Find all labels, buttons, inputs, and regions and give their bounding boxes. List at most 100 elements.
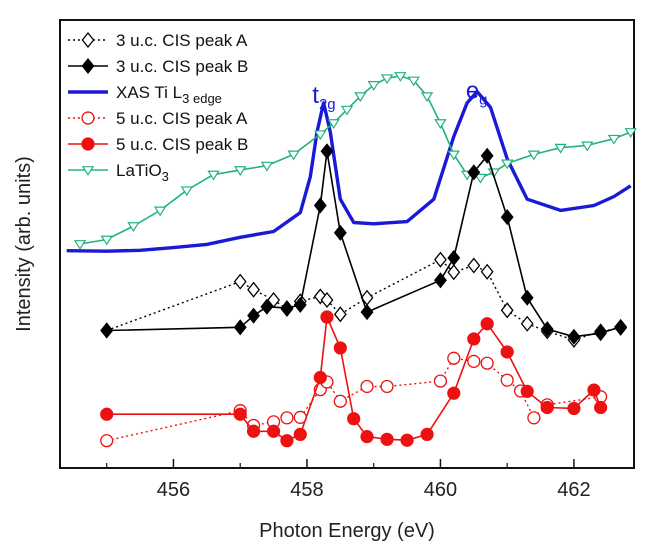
data-point-3-uc-peak-a — [500, 302, 514, 319]
data-point-5-uc-peak-b — [520, 384, 534, 398]
data-point-5-uc-peak-a — [100, 434, 114, 448]
x-tick-label-462: 462 — [557, 479, 590, 501]
legend-item-latio3: LaTiO3 — [68, 161, 169, 184]
data-point-latio3 — [127, 222, 140, 233]
data-point-3-uc-peak-b — [567, 328, 581, 345]
data-point-5-uc-peak-a — [500, 373, 514, 387]
data-point-3-uc-peak-b — [320, 143, 334, 160]
data-point-3-uc-peak-a — [520, 315, 534, 332]
data-point-5-uc-peak-b — [333, 341, 347, 355]
data-point-latio3 — [434, 119, 447, 129]
data-point-5-uc-peak-b — [500, 345, 514, 359]
x-tick-label-456: 456 — [157, 479, 190, 501]
data-point-3-uc-peak-b — [280, 300, 294, 317]
series-latio3 — [73, 72, 637, 250]
data-point-3-uc-peak-b — [447, 249, 461, 266]
legend-label-latio3: LaTiO3 — [116, 161, 169, 184]
data-point-5-uc-peak-a — [360, 379, 374, 394]
data-point-latio3 — [487, 168, 501, 179]
data-point-latio3 — [260, 161, 274, 172]
data-point-latio3 — [73, 240, 87, 250]
data-point-5-uc-peak-b — [540, 400, 554, 415]
series-5-uc-peak-b — [100, 310, 608, 448]
data-point-3-uc-peak-b — [100, 322, 114, 339]
data-point-5-uc-peak-b — [293, 427, 307, 441]
plot-frame — [59, 19, 635, 469]
data-point-3-uc-peak-b — [233, 319, 247, 336]
data-point-latio3 — [234, 166, 247, 177]
legend-label-5-uc-peak-b: 5 u.c. CIS peak B — [116, 135, 248, 154]
legend-swatch-marker — [81, 137, 95, 151]
data-point-3-uc-peak-a — [447, 264, 461, 281]
legend-swatch-marker — [81, 31, 95, 49]
data-point-3-uc-peak-a — [434, 251, 447, 268]
legend-swatch-marker — [81, 57, 95, 75]
series-line-5-uc-peak-a — [106, 357, 601, 442]
data-point-5-uc-peak-b — [594, 400, 608, 415]
t2g-annotation: t2g — [312, 82, 335, 113]
legend-item-5-uc-peak-a: 5 u.c. CIS peak A — [68, 109, 248, 128]
data-point-3-uc-peak-b — [313, 197, 327, 214]
legend-item-3-uc-peak-b: 3 u.c. CIS peak B — [68, 57, 248, 76]
data-point-5-uc-peak-b — [320, 310, 334, 324]
data-point-5-uc-peak-b — [380, 432, 394, 446]
data-point-3-uc-peak-b — [247, 307, 260, 324]
legend-swatch-marker — [81, 111, 95, 125]
data-point-latio3 — [153, 206, 167, 217]
data-point-latio3 — [367, 81, 380, 91]
series-xas-ti-l3 — [66, 90, 632, 253]
legend-label-3-uc-peak-a: 3 u.c. CIS peak A — [116, 31, 248, 50]
data-point-3-uc-peak-b — [614, 318, 628, 335]
data-point-latio3 — [447, 150, 460, 161]
data-point-latio3 — [554, 143, 567, 154]
data-point-latio3 — [380, 74, 394, 85]
data-point-3-uc-peak-a — [247, 281, 260, 298]
eg-annotation: eg — [466, 77, 488, 108]
legend-item-5-uc-peak-b: 5 u.c. CIS peak B — [68, 135, 248, 154]
data-point-3-uc-peak-a — [467, 257, 481, 274]
data-point-5-uc-peak-b — [266, 424, 281, 438]
data-point-latio3 — [287, 150, 300, 161]
data-point-5-uc-peak-a — [333, 394, 347, 408]
data-point-3-uc-peak-b — [467, 164, 481, 181]
data-point-5-uc-peak-b — [420, 427, 434, 441]
data-point-5-uc-peak-b — [347, 412, 361, 426]
x-tick-label-458: 458 — [290, 479, 323, 501]
data-point-5-uc-peak-a — [467, 354, 481, 368]
data-point-3-uc-peak-a — [333, 306, 347, 323]
data-point-5-uc-peak-a — [480, 356, 494, 370]
data-point-latio3 — [500, 159, 514, 170]
data-point-3-uc-peak-b — [434, 272, 447, 289]
legend-label-xas-ti-l3: XAS Ti L3 edge — [116, 83, 222, 106]
data-point-3-uc-peak-b — [260, 298, 274, 315]
x-tick-label-460: 460 — [424, 479, 457, 501]
data-point-5-uc-peak-b — [447, 386, 461, 400]
data-point-3-uc-peak-b — [360, 304, 374, 321]
annotations: t2g eg — [312, 77, 487, 112]
data-point-latio3 — [407, 76, 420, 87]
data-point-5-uc-peak-b — [313, 370, 327, 385]
data-point-5-uc-peak-b — [233, 407, 247, 421]
data-point-5-uc-peak-a — [380, 379, 394, 394]
legend: 3 u.c. CIS peak A 3 u.c. CIS peak B XAS Ti… — [68, 31, 248, 184]
data-point-latio3 — [607, 134, 621, 145]
data-point-latio3 — [354, 92, 367, 103]
data-point-5-uc-peak-a — [447, 351, 461, 365]
data-point-latio3 — [474, 173, 487, 184]
data-point-latio3 — [527, 150, 541, 161]
data-point-3-uc-peak-b — [480, 147, 494, 164]
data-point-3-uc-peak-b — [520, 289, 534, 306]
legend-item-xas-ti-l3: XAS Ti L3 edge — [68, 83, 222, 106]
data-point-latio3 — [207, 170, 220, 181]
data-point-3-uc-peak-b — [594, 325, 608, 342]
data-point-3-uc-peak-a — [480, 263, 494, 280]
data-point-5-uc-peak-b — [360, 430, 374, 444]
legend-swatch-marker — [81, 166, 95, 176]
legend-label-3-uc-peak-b: 3 u.c. CIS peak B — [116, 57, 248, 76]
data-point-latio3 — [394, 72, 407, 82]
data-point-5-uc-peak-b — [567, 401, 581, 416]
data-point-5-uc-peak-b — [280, 434, 294, 448]
data-point-latio3 — [180, 186, 194, 197]
data-point-3-uc-peak-b — [500, 209, 514, 226]
